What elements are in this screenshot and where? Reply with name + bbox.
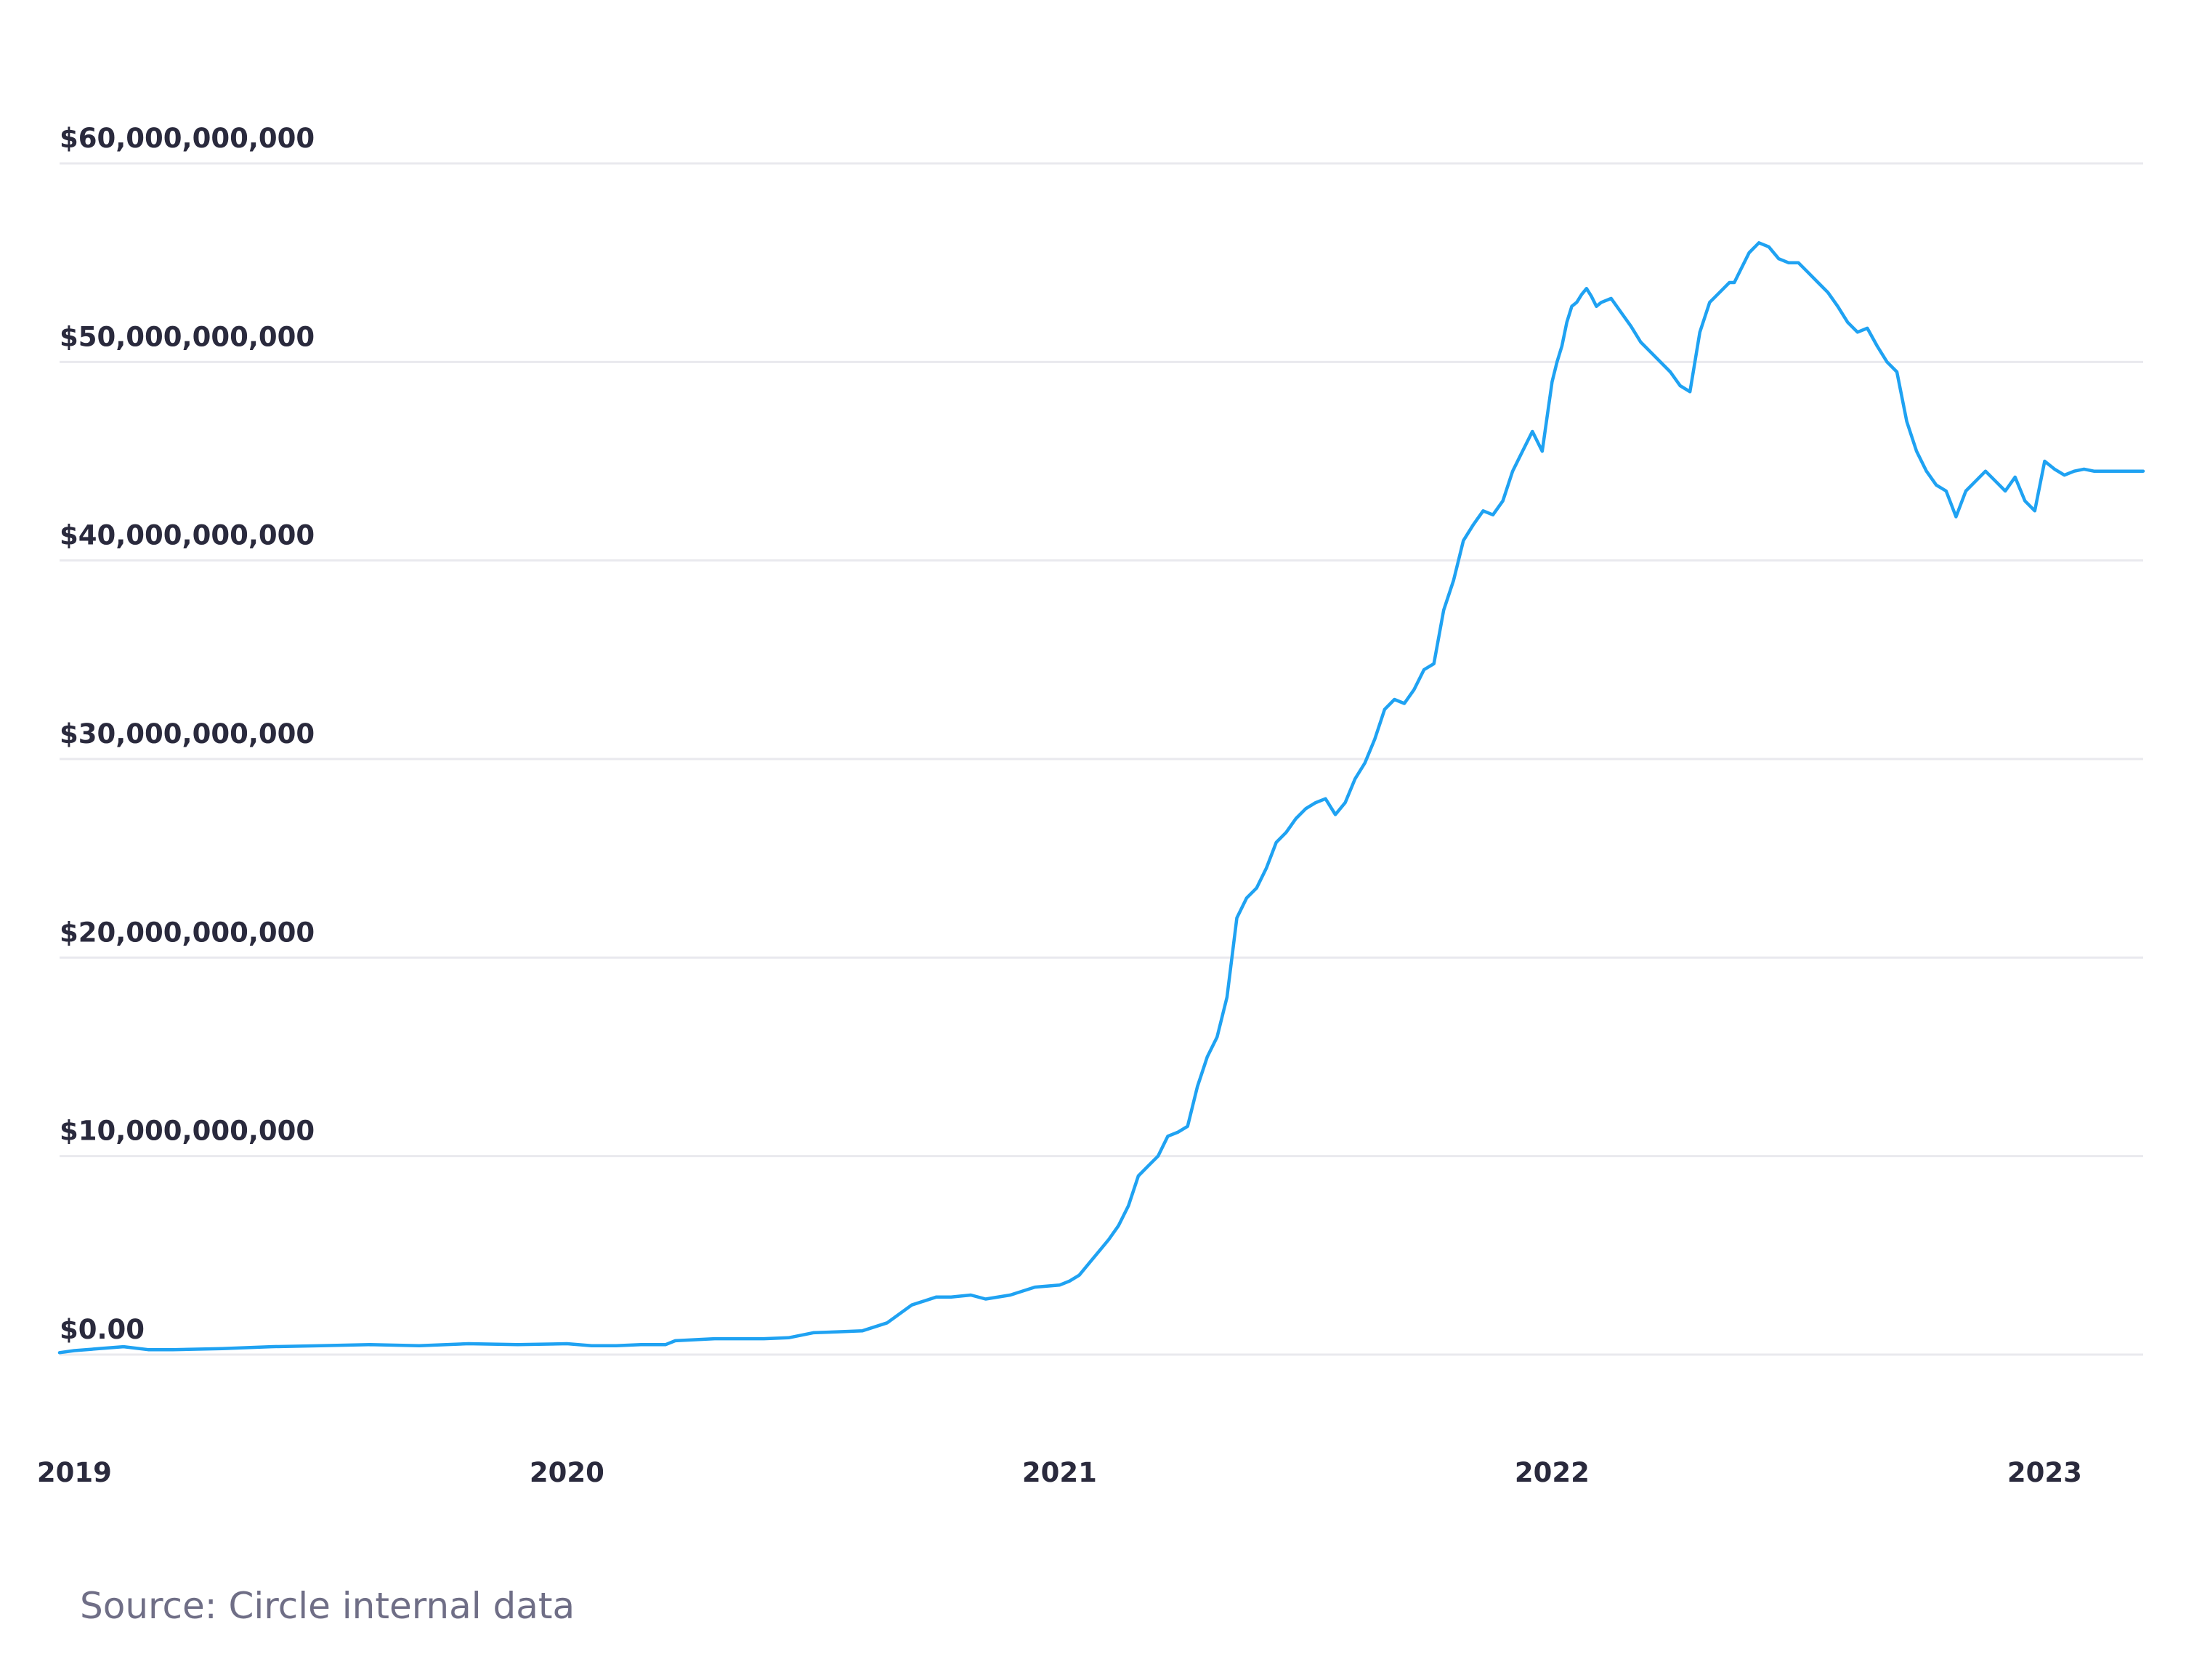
y-tick-label: $60,000,000,000 bbox=[60, 123, 315, 154]
y-tick-label: $50,000,000,000 bbox=[60, 321, 315, 352]
y-axis-tick-labels: $0.00 $10,000,000,000 $20,000,000,000 $30,0… bbox=[60, 123, 315, 1345]
series-line bbox=[57, 241, 2145, 1355]
x-tick-label: 2020 bbox=[530, 1457, 604, 1488]
x-tick-label: 2023 bbox=[2007, 1457, 2082, 1488]
x-tick-label: 2019 bbox=[37, 1457, 112, 1488]
x-tick-label: 2021 bbox=[1022, 1457, 1097, 1488]
y-tick-label: $20,000,000,000 bbox=[60, 917, 315, 948]
y-tick-label: $0.00 bbox=[60, 1314, 145, 1345]
y-tick-label: $30,000,000,000 bbox=[60, 718, 315, 750]
gridlines bbox=[60, 162, 2143, 1356]
x-tick-label: 2022 bbox=[1515, 1457, 1590, 1488]
y-tick-label: $10,000,000,000 bbox=[60, 1116, 315, 1147]
y-tick-label: $40,000,000,000 bbox=[60, 520, 315, 551]
series-layer bbox=[57, 241, 2145, 1355]
x-axis-tick-labels: 2019 2020 2021 2022 2023 bbox=[37, 1457, 2082, 1488]
source-note: Source: Circle internal data bbox=[80, 1585, 575, 1627]
